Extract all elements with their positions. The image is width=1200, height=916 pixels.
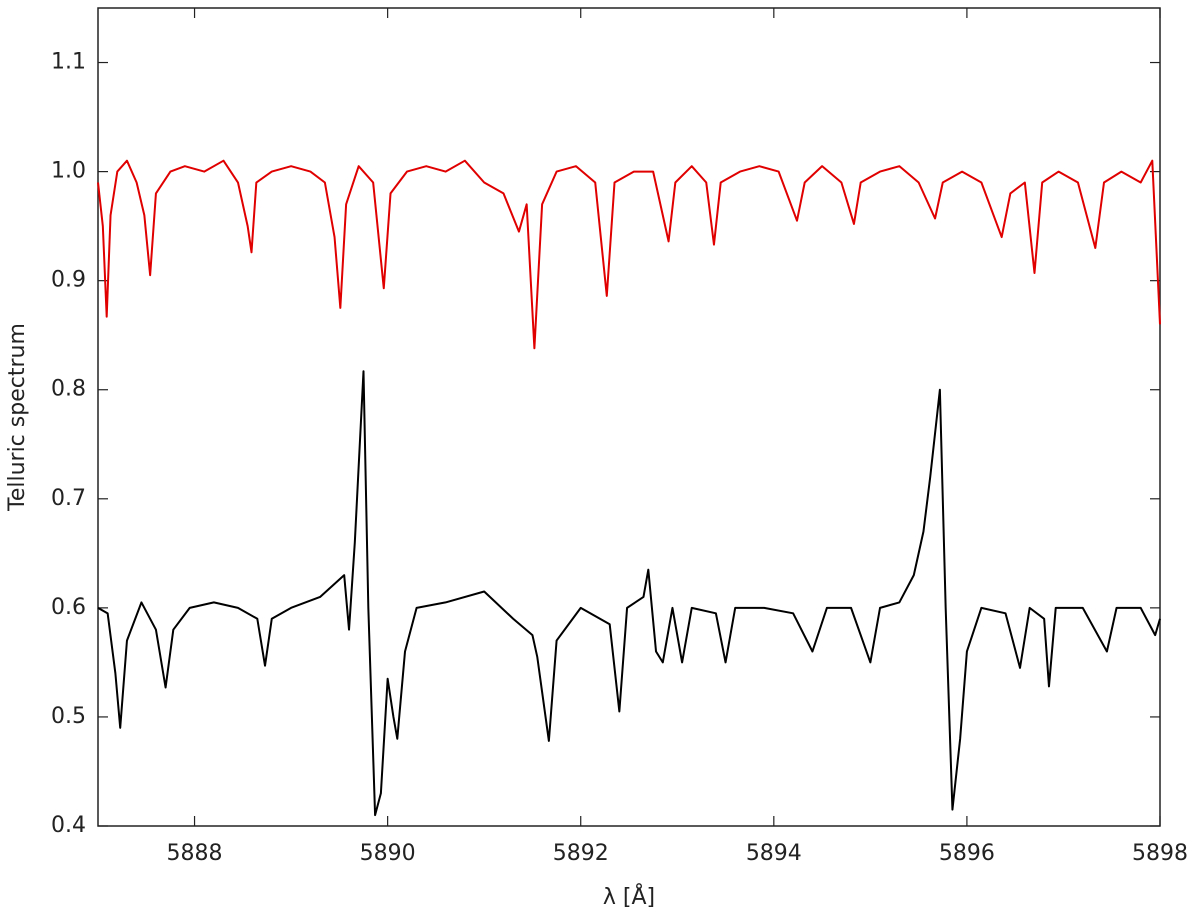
x-tick-label: 5892 — [553, 841, 609, 866]
spectrum-line — [97, 370, 1161, 817]
y-tick-label: 0.6 — [51, 595, 86, 620]
y-tick-label: 1.0 — [51, 159, 86, 184]
x-tick-label: 5890 — [360, 841, 416, 866]
y-tick-label: 1.1 — [51, 50, 86, 75]
x-tick-label: 5894 — [746, 841, 802, 866]
y-tick-label: 0.9 — [51, 268, 86, 293]
y-tick-label: 0.4 — [51, 813, 86, 838]
y-tick-label: 0.8 — [51, 377, 86, 402]
y-tick-label: 0.5 — [51, 704, 86, 729]
x-tick-label: 5888 — [167, 841, 223, 866]
x-tick-label: 5896 — [939, 841, 995, 866]
y-tick-label: 0.7 — [51, 486, 86, 511]
spectrum-line — [97, 159, 1161, 350]
y-axis-label: Telluric spectrum — [5, 323, 30, 512]
x-axis-label: λ [Å] — [603, 883, 655, 910]
x-tick-label: 5898 — [1132, 841, 1188, 866]
plot-frame — [97, 7, 1161, 827]
